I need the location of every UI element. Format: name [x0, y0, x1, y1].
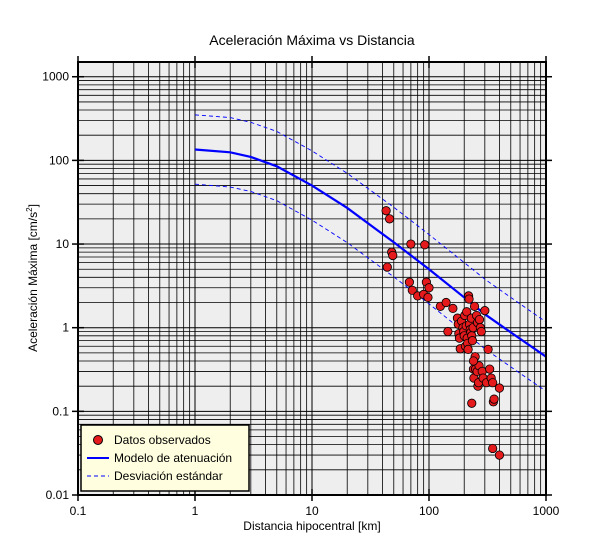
x-tick-label: 1	[192, 504, 199, 518]
x-tick-label: 1000	[533, 504, 560, 518]
y-axis-label-end: ]	[26, 204, 40, 207]
legend: Datos observados Modelo de atenuación De…	[80, 424, 250, 492]
observed-point	[463, 344, 473, 355]
observed-point	[483, 344, 493, 355]
observed-point	[464, 294, 474, 304]
observed-point	[420, 240, 430, 250]
y-tick-label: 1	[62, 321, 69, 335]
y-axis-label-main: Aceleración Máxima [cm/s	[26, 212, 40, 352]
observed-point	[468, 356, 479, 366]
legend-marker-datos-observados	[93, 435, 103, 445]
y-tick-label: 1000	[42, 70, 69, 84]
legend-label-modelo-de-atenuacion: Modelo de atenuación	[114, 451, 232, 465]
x-tick-label: 10	[305, 504, 319, 518]
x-axis-label: Distancia hipocentral [km]	[243, 519, 380, 533]
y-tick-label: 0.01	[46, 488, 70, 502]
observed-point	[489, 394, 499, 404]
y-tick-label: 0.1	[52, 404, 69, 418]
y-tick-label: 100	[49, 153, 69, 167]
observed-point	[423, 292, 433, 303]
x-tick-label: 100	[419, 504, 439, 518]
observed-point	[441, 297, 451, 308]
observed-point	[448, 303, 458, 314]
observed-point	[424, 283, 434, 293]
observed-point	[388, 250, 398, 261]
observed-point	[382, 262, 392, 272]
observed-point	[407, 285, 417, 295]
observed-point	[384, 214, 395, 224]
observed-point	[494, 450, 505, 460]
observed-point	[381, 206, 391, 216]
observed-point	[480, 306, 490, 316]
y-axis-label: Aceleración Máxima [cm/s2]	[25, 204, 40, 352]
observed-point	[467, 336, 478, 346]
observed-point	[485, 364, 495, 374]
y-tick-labels: 0.01 0.1 1 10 100 1000	[42, 70, 69, 502]
chart-title: Aceleración Máxima vs Distancia	[209, 32, 415, 48]
legend-label-desviacion-estandar: Desviación estándar	[114, 469, 223, 483]
observed-point	[474, 314, 485, 325]
attenuation-model-line	[194, 148, 547, 358]
observed-point	[476, 326, 486, 337]
observed-point	[469, 301, 480, 311]
legend-box	[80, 424, 250, 492]
y-axis-label-sup: 2	[25, 207, 34, 212]
observed-point	[494, 383, 505, 393]
observed-point	[488, 378, 498, 388]
x-tick-label: 0.1	[70, 504, 87, 518]
grid-lines	[77, 62, 546, 496]
observed-point	[443, 326, 453, 337]
y-tick-label: 10	[56, 237, 70, 251]
observed-point	[467, 398, 477, 408]
std-dev-upper-line	[194, 114, 547, 323]
plot-frame	[77, 61, 547, 496]
data-points	[381, 206, 505, 460]
observed-point	[406, 239, 416, 249]
x-tick-labels: 0.1 1 10 100 1000	[70, 504, 560, 518]
observed-point	[462, 307, 472, 317]
observed-point	[488, 443, 498, 454]
legend-label-datos-observados: Datos observados	[114, 433, 211, 447]
observed-point	[404, 277, 414, 287]
